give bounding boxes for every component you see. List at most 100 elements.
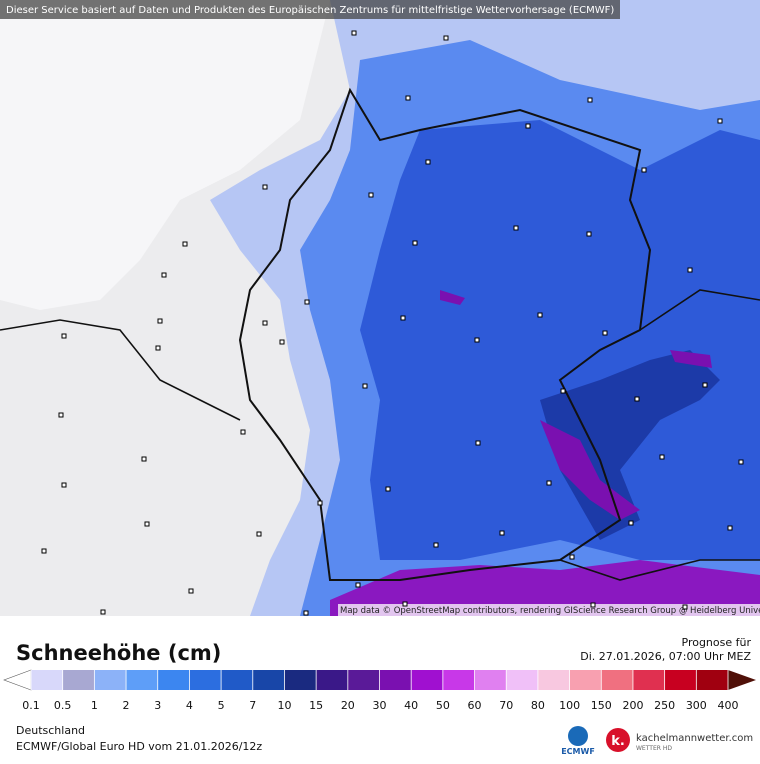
- forecast-label: Prognose für: [682, 636, 752, 649]
- legend-title: Schneehöhe (cm): [16, 641, 221, 665]
- legend-label: 2: [123, 699, 130, 712]
- city-dot: [317, 500, 323, 506]
- city-dot: [188, 588, 194, 594]
- city-dot: [400, 315, 406, 321]
- color-step: [62, 670, 95, 690]
- legend-label: 200: [622, 699, 643, 712]
- city-dot: [256, 531, 262, 537]
- city-dot: [412, 240, 418, 246]
- city-dot: [100, 609, 106, 615]
- city-dot: [546, 480, 552, 486]
- snow-border: [540, 420, 640, 520]
- city-dot: [602, 330, 608, 336]
- city-dot: [513, 225, 519, 231]
- city-dot: [641, 167, 647, 173]
- city-dot: [628, 520, 634, 526]
- city-dot: [474, 337, 480, 343]
- city-dot: [682, 604, 688, 610]
- city-dot: [475, 440, 481, 446]
- legend-label: 10: [277, 699, 291, 712]
- city-dot: [525, 123, 531, 129]
- city-dot: [634, 396, 640, 402]
- legend-label: 7: [249, 699, 256, 712]
- legend-label: 3: [154, 699, 161, 712]
- kachelmann-logo: [606, 728, 630, 752]
- city-dot: [304, 299, 310, 305]
- city-dot: [262, 184, 268, 190]
- city-dot: [687, 267, 693, 273]
- legend-label: 250: [654, 699, 675, 712]
- credit-bar: [338, 604, 760, 616]
- site-sub: WETTER HD: [636, 745, 672, 752]
- color-step: [506, 670, 539, 690]
- legend-label: 0.5: [54, 699, 72, 712]
- color-step: [126, 670, 159, 690]
- color-step: [696, 670, 729, 690]
- legend-label: 4: [186, 699, 193, 712]
- sea: [0, 0, 330, 310]
- color-step: [379, 670, 412, 690]
- color-step: [252, 670, 285, 690]
- legend-label: 15: [309, 699, 323, 712]
- color-step: [411, 670, 444, 690]
- city-dot: [368, 192, 374, 198]
- city-dot: [405, 95, 411, 101]
- region: Deutschland: [16, 724, 85, 737]
- color-step: [664, 670, 697, 690]
- legend-label: 60: [468, 699, 482, 712]
- city-dot: [182, 241, 188, 247]
- city-dot: [659, 454, 665, 460]
- legend-label: 0.1: [22, 699, 40, 712]
- city-dot: [303, 610, 309, 616]
- snow-peak: [440, 290, 712, 368]
- color-step: [316, 670, 349, 690]
- legend-label: 150: [591, 699, 612, 712]
- city-dot: [157, 318, 163, 324]
- legend-label: 400: [718, 699, 739, 712]
- country-borders: [0, 289, 760, 581]
- color-step: [284, 670, 317, 690]
- ecmwf-logo: [568, 726, 588, 746]
- city-dot: [587, 97, 593, 103]
- legend-label: 40: [404, 699, 418, 712]
- city-dot: [144, 521, 150, 527]
- legend-label: 1: [91, 699, 98, 712]
- city-dot: [425, 159, 431, 165]
- city-dot: [279, 339, 285, 345]
- city-dot: [702, 382, 708, 388]
- color-step: [442, 670, 476, 690]
- color-step: [189, 670, 222, 690]
- city-dot: [443, 35, 449, 41]
- city-dot: [402, 601, 408, 607]
- city-dot: [61, 482, 67, 488]
- color-step: [157, 670, 190, 690]
- site: kachelmannwetter.com: [636, 733, 753, 744]
- city-dot: [240, 429, 246, 435]
- city-dot: [586, 231, 592, 237]
- attribution-bar: [0, 0, 620, 19]
- city-dot: [262, 320, 268, 326]
- city-dot: [61, 333, 67, 339]
- color-step: [537, 670, 571, 690]
- city-dot: [141, 456, 147, 462]
- city-dot: [590, 602, 596, 608]
- kachelmann-mark: k.: [611, 734, 625, 749]
- color-step: [221, 670, 254, 690]
- legend-label: 5: [218, 699, 225, 712]
- color-step: [601, 670, 634, 690]
- color-step: [31, 670, 64, 690]
- legend-label: 20: [341, 699, 355, 712]
- legend-label: 50: [436, 699, 450, 712]
- city-labels: [41, 30, 744, 616]
- legend-label: 80: [531, 699, 545, 712]
- city-dot: [717, 118, 723, 124]
- color-step: [474, 670, 507, 690]
- city-dot: [58, 412, 64, 418]
- attribution: Dieser Service basiert auf Daten und Pro…: [6, 5, 614, 16]
- model-run: ECMWF/Global Euro HD vom 21.01.2026/12z: [16, 740, 262, 753]
- city-dot: [499, 530, 505, 536]
- color-step: [632, 670, 666, 690]
- city-dot: [560, 388, 566, 394]
